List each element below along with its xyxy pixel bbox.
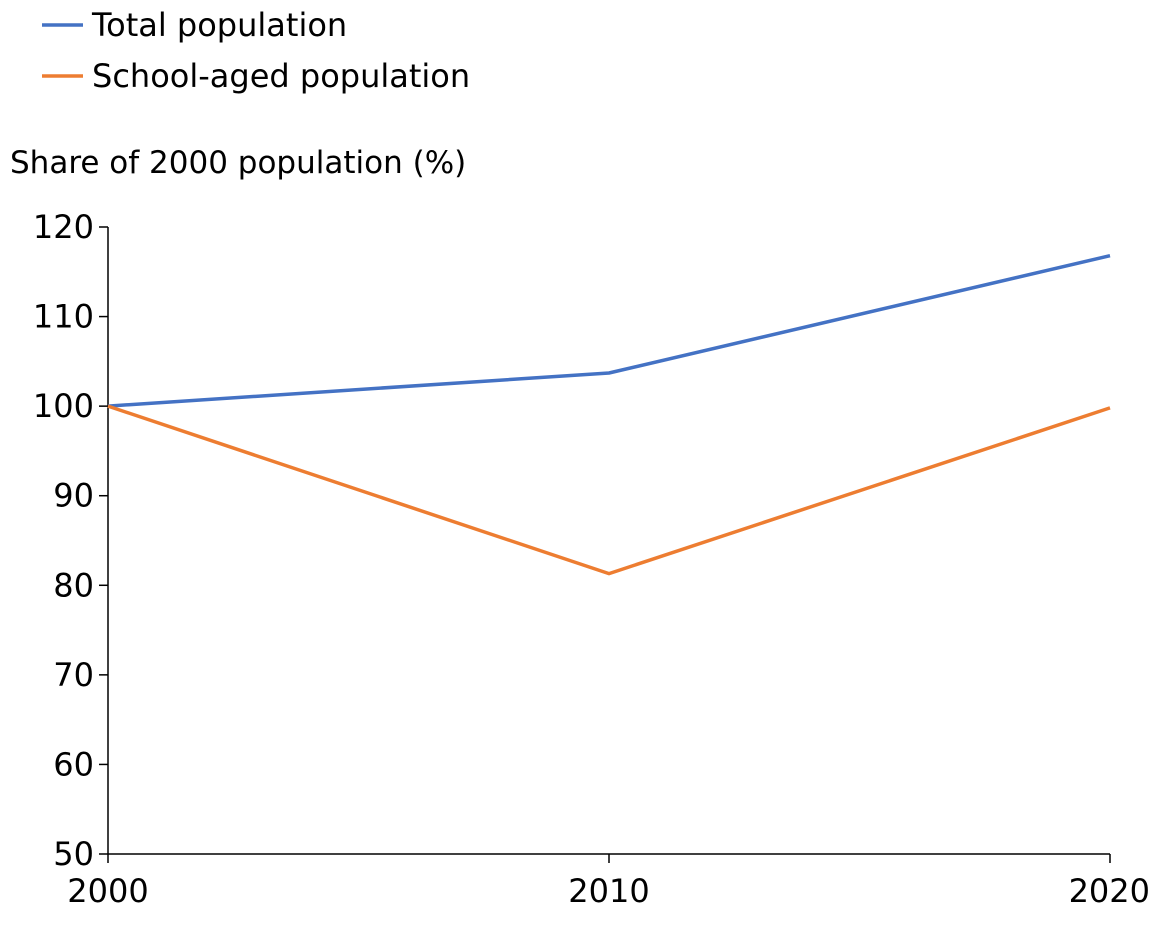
y-tick-label: 110 bbox=[33, 298, 94, 336]
y-axis-label: Share of 2000 population (%) bbox=[10, 145, 466, 181]
x-tick-label: 2010 bbox=[568, 872, 649, 910]
series-line-total-population bbox=[107, 253, 1111, 408]
y-tick-label: 120 bbox=[33, 208, 94, 246]
series-layer bbox=[107, 253, 1111, 576]
y-tick-label: 70 bbox=[53, 656, 94, 694]
axes: 50 60 70 80 90 100 110 120 2000 2010 2020 bbox=[33, 208, 1150, 910]
legend-label: Total population bbox=[91, 6, 347, 44]
x-tick-label: 2020 bbox=[1069, 872, 1150, 910]
legend-label: School-aged population bbox=[92, 57, 470, 95]
y-tick-label: 90 bbox=[53, 477, 94, 515]
y-tick-label: 50 bbox=[53, 835, 94, 873]
legend: Total population School-aged population bbox=[42, 6, 470, 95]
y-tick-label: 80 bbox=[53, 566, 94, 604]
y-tick-label: 100 bbox=[33, 387, 94, 425]
y-tick-label: 60 bbox=[53, 745, 94, 783]
series-line-school-aged-population bbox=[107, 404, 1111, 576]
x-tick-label: 2000 bbox=[67, 872, 148, 910]
